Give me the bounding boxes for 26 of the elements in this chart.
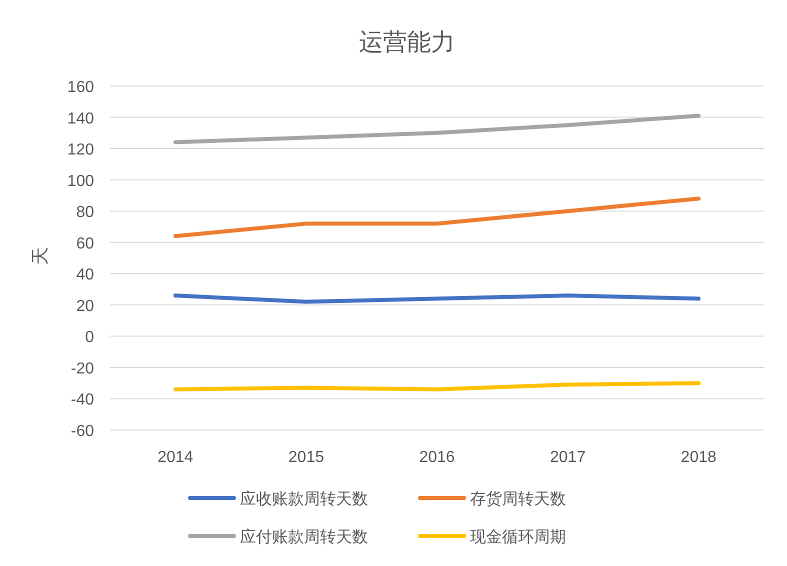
line-series (173, 381, 701, 392)
legend-label: 存货周转天数 (470, 490, 566, 508)
y-tick-label: 20 (76, 298, 94, 315)
legend-label: 现金循环周期 (470, 528, 566, 546)
y-tick-label: 120 (67, 142, 94, 159)
legend-label: 应收账款周转天数 (240, 490, 368, 508)
y-tick-label: -20 (70, 360, 94, 378)
y-tick-label: 60 (76, 235, 94, 252)
y-tick-label: 100 (67, 172, 94, 190)
x-tick-label: 2018 (680, 449, 716, 466)
x-tick-label: 2017 (550, 449, 586, 466)
x-tick-label: 2014 (158, 449, 194, 466)
line-series (173, 114, 701, 144)
y-tick-label: -40 (70, 392, 94, 409)
y-tick-label: 80 (76, 204, 94, 222)
y-tick-label: -60 (70, 423, 94, 440)
x-tick-label: 2016 (419, 449, 455, 466)
chart-title: 运营能力 (359, 29, 455, 56)
line-series (173, 196, 701, 238)
x-tick-label: 2015 (288, 449, 324, 466)
y-tick-label: 40 (76, 266, 94, 284)
y-tick-label: 140 (67, 110, 94, 128)
y-axis-title: 天 (30, 247, 50, 265)
y-tick-label: 0 (85, 329, 94, 346)
legend-label: 应付账款周转天数 (240, 528, 368, 546)
y-tick-label: 160 (67, 79, 94, 96)
